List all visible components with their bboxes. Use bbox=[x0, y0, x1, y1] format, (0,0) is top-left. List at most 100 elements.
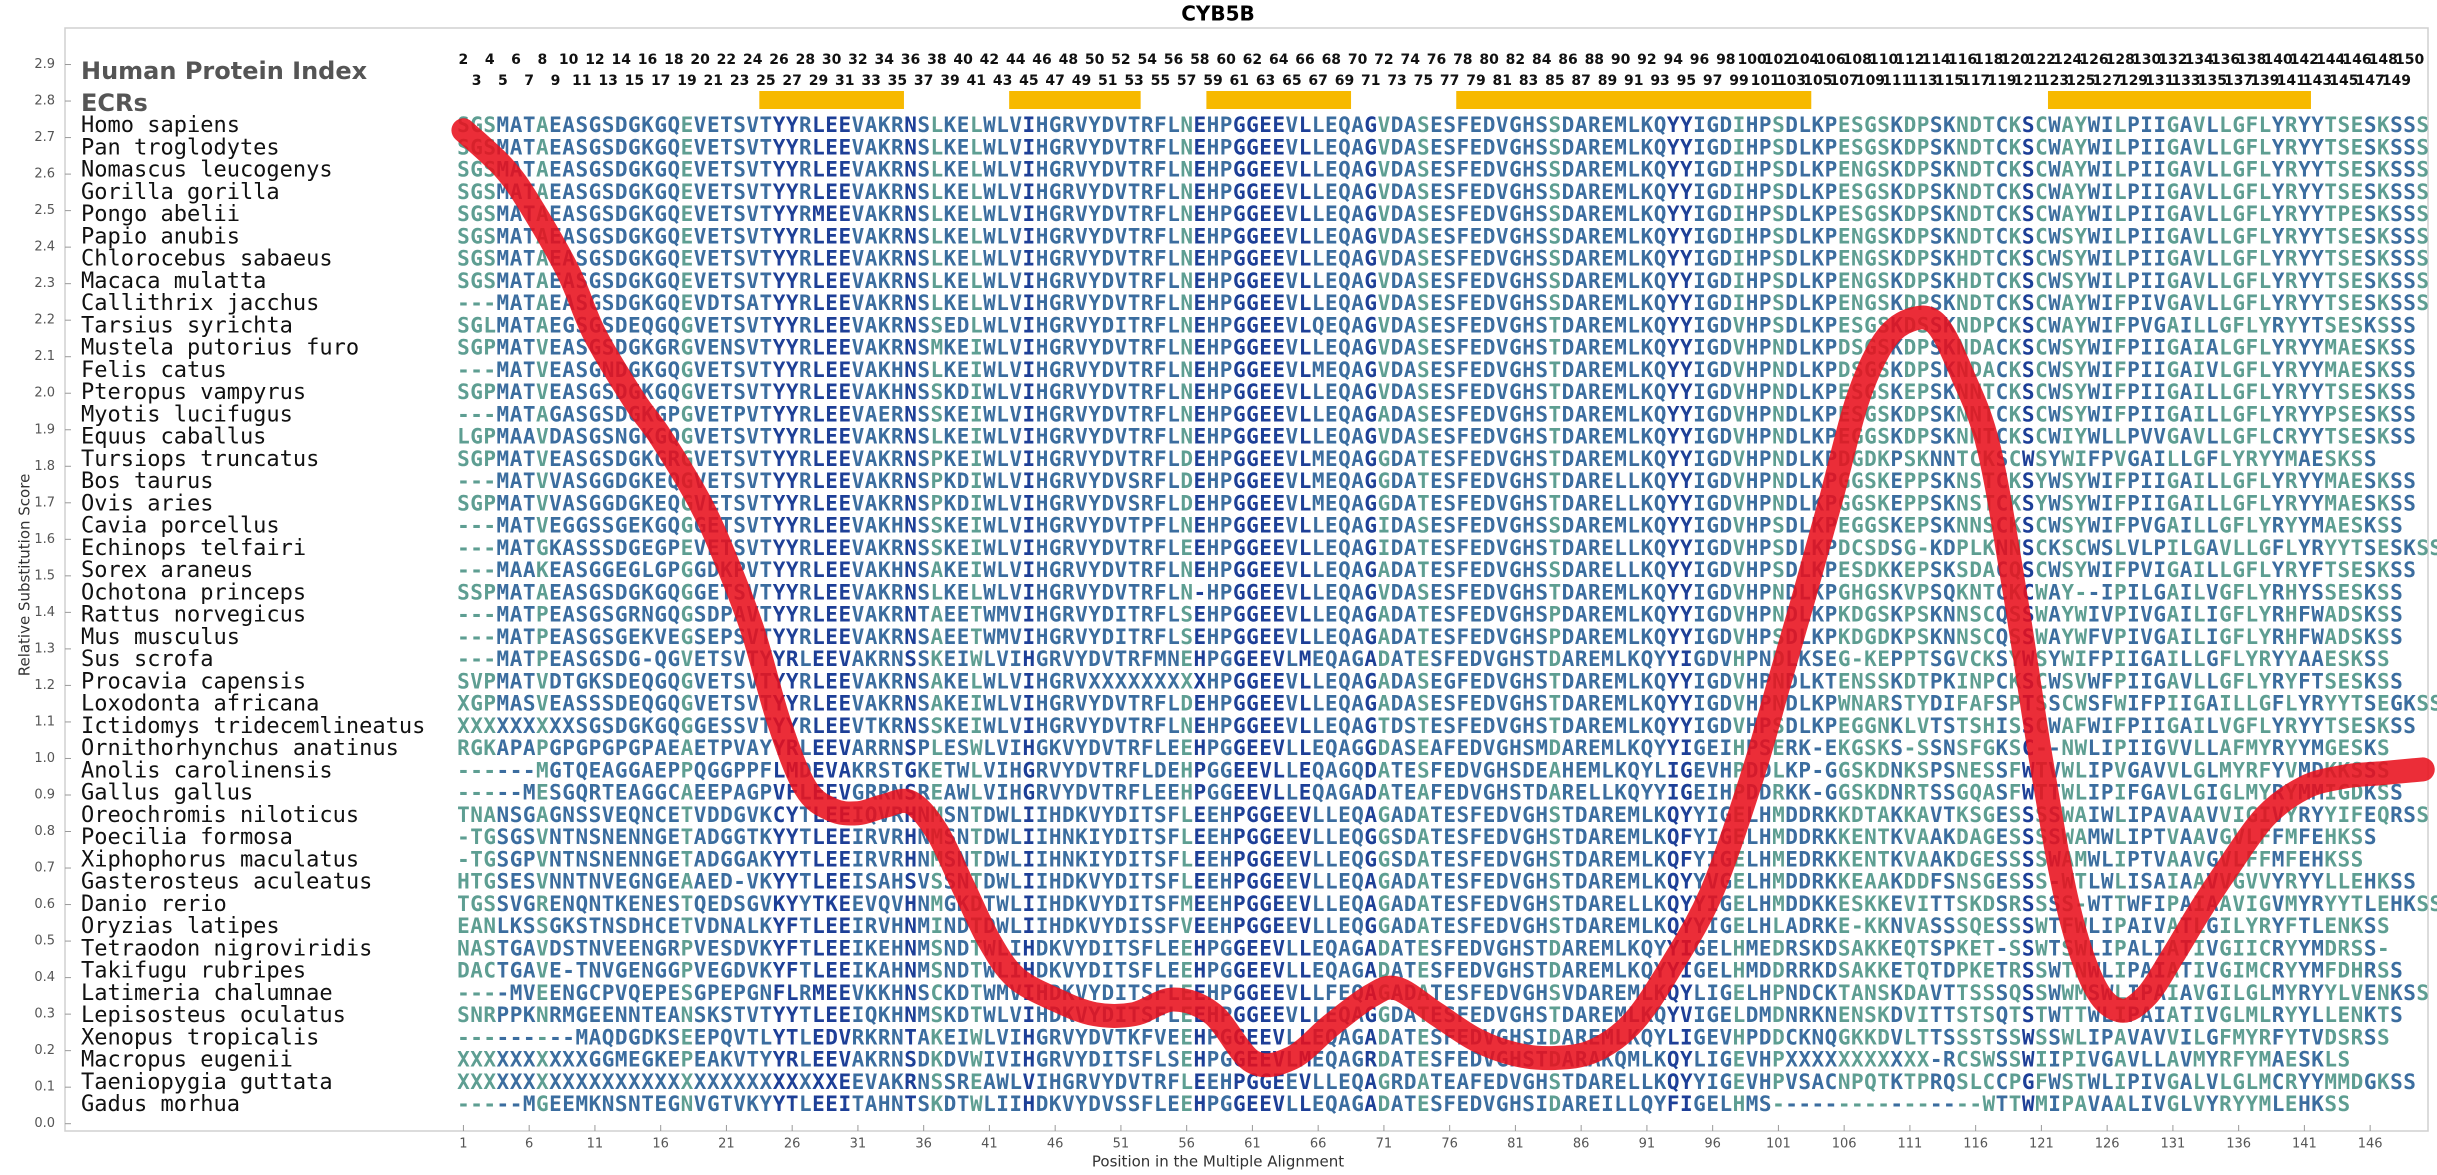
y-tick-label: 2.2 bbox=[34, 313, 55, 328]
index-number: 6 bbox=[511, 52, 521, 68]
sequence: SGSMATAEASGSDGKGQEVETSVTYYRMEEVAKRNSLKEL… bbox=[457, 202, 2429, 226]
sequence: RGKAPAPGPGPGPGPAEAETPVAYYRLEEVARRNSPLESW… bbox=[457, 736, 2390, 760]
species-name: Taeniopygia guttata bbox=[81, 1070, 333, 1095]
index-number: 101 bbox=[1751, 73, 1780, 89]
y-tick-label: 0.5 bbox=[34, 934, 55, 949]
species-name: Homo sapiens bbox=[81, 113, 240, 138]
species-name: Sus scrofa bbox=[81, 647, 213, 672]
index-number: 146 bbox=[2342, 52, 2371, 68]
species-name: Callithrix jacchus bbox=[81, 291, 319, 316]
y-tick-label: 0.3 bbox=[34, 1007, 55, 1022]
index-number: 139 bbox=[2250, 73, 2279, 89]
x-tick-label: 81 bbox=[1507, 1137, 1524, 1152]
index-number: 105 bbox=[1803, 73, 1832, 89]
index-number: 73 bbox=[1387, 73, 1406, 89]
index-number: 25 bbox=[756, 73, 775, 89]
sequence: SGSMATAEASGSDGKGQEVETSVTYYRLEEVAKRNSLKEL… bbox=[457, 135, 2429, 159]
index-number: 56 bbox=[1164, 52, 1183, 68]
sequence: XGPMASVEASSSDEQGQGVETSVTYYRLEEVAKRNSAKEI… bbox=[457, 692, 2437, 716]
index-number: 110 bbox=[1869, 52, 1898, 68]
species-name: Cavia porcellus bbox=[81, 514, 280, 539]
index-number: 104 bbox=[1790, 52, 1819, 68]
index-number: 99 bbox=[1729, 73, 1748, 89]
x-tick-label: 76 bbox=[1441, 1137, 1458, 1152]
index-number: 57 bbox=[1177, 73, 1196, 89]
ecr-bar bbox=[1009, 91, 1141, 109]
x-tick-label: 131 bbox=[2160, 1137, 2185, 1152]
sequence: ---MATVEGGSSGEKGQGGETSVTYYRLEEVAKHNSSKEI… bbox=[457, 514, 2403, 538]
species-name: Sorex araneus bbox=[81, 558, 253, 583]
y-tick-label: 0.6 bbox=[34, 897, 55, 912]
sequence: DACTGAVE-TNVGENGGPVEGDVKYFTLEEIKAHNMSNDT… bbox=[457, 959, 2403, 983]
sequence: SGSMATAEASGSDGKGQEVETSVTYYRLEEVAKRNSLKEL… bbox=[457, 180, 2429, 204]
index-number: 8 bbox=[537, 52, 547, 68]
index-number: 42 bbox=[980, 52, 999, 68]
index-number: 29 bbox=[809, 73, 828, 89]
index-number: 88 bbox=[1585, 52, 1604, 68]
index-number: 67 bbox=[1308, 73, 1327, 89]
index-number: 144 bbox=[2316, 52, 2345, 68]
index-number: 13 bbox=[598, 73, 617, 89]
x-tick-label: 26 bbox=[784, 1137, 801, 1152]
index-number: 131 bbox=[2145, 73, 2174, 89]
index-number: 124 bbox=[2053, 52, 2082, 68]
index-number: 116 bbox=[1948, 52, 1977, 68]
species-name: Gasterosteus aculeatus bbox=[81, 870, 372, 895]
index-number: 121 bbox=[2014, 73, 2043, 89]
index-number: 90 bbox=[1611, 52, 1631, 68]
y-tick-label: 1.1 bbox=[34, 714, 55, 729]
index-number: 147 bbox=[2356, 73, 2385, 89]
index-number: 134 bbox=[2185, 52, 2214, 68]
index-number: 69 bbox=[1335, 73, 1354, 89]
index-number: 126 bbox=[2079, 52, 2108, 68]
index-number: 132 bbox=[2158, 52, 2187, 68]
index-number: 39 bbox=[940, 73, 959, 89]
index-number: 136 bbox=[2211, 52, 2240, 68]
score-line bbox=[451, 118, 2435, 1078]
y-tick-label: 0.8 bbox=[34, 824, 55, 839]
index-number: 52 bbox=[1111, 52, 1130, 68]
species-name: Latimeria chalumnae bbox=[81, 981, 333, 1006]
index-number: 34 bbox=[874, 52, 894, 68]
species-name: Poecilia formosa bbox=[81, 825, 293, 850]
species-name: Oreochromis niloticus bbox=[81, 803, 359, 828]
index-number: 89 bbox=[1598, 73, 1617, 89]
index-number: 35 bbox=[888, 73, 907, 89]
species-name: Ornithorhynchus anatinus bbox=[81, 736, 399, 761]
index-number: 31 bbox=[835, 73, 854, 89]
sequence: SSPMATAEASGSDGKGQGGETSVTYYRLEEVAKRNSLKEL… bbox=[457, 580, 2403, 604]
sequence: TGSSVGRENQNTKENESTQEDSGVKYYTKEEVQVHNMGKD… bbox=[457, 892, 2437, 916]
y-tick-label: 1.5 bbox=[34, 568, 55, 583]
sequence: EANLKSSGKSTNSDHCETVDNALKYFTLEEIRVHNMINDT… bbox=[457, 914, 2390, 938]
index-number: 17 bbox=[651, 73, 670, 89]
ecr-title: ECRs bbox=[81, 89, 148, 117]
index-number: 58 bbox=[1190, 52, 1209, 68]
index-number: 47 bbox=[1045, 73, 1064, 89]
species-name: Ictidomys tridecemlineatus bbox=[81, 714, 425, 739]
y-tick-label: 0.1 bbox=[34, 1080, 55, 1095]
x-tick-label: 116 bbox=[1963, 1137, 1988, 1152]
sequence: -----MESGQRTEAGGCAEEPAGPVFLEEVGRRNSREAWL… bbox=[457, 781, 2403, 805]
species-name: Felis catus bbox=[81, 358, 227, 383]
species-name: Pan troglodytes bbox=[81, 135, 280, 160]
index-number: 30 bbox=[822, 52, 842, 68]
index-number: 41 bbox=[967, 73, 986, 89]
y-axis-label: Relative Substitution Score bbox=[16, 474, 34, 677]
x-tick-label: 91 bbox=[1639, 1137, 1656, 1152]
y-tick-label: 0.0 bbox=[34, 1116, 55, 1131]
index-number: 114 bbox=[1922, 52, 1951, 68]
sequence: -----MGEEMKNSNTEGNVGTVKYYTLEEITAHNTSKDTW… bbox=[457, 1092, 2350, 1116]
index-number: 130 bbox=[2132, 52, 2161, 68]
index-number: 111 bbox=[1882, 73, 1911, 89]
index-number: 70 bbox=[1348, 52, 1368, 68]
index-number: 86 bbox=[1558, 52, 1577, 68]
x-tick-label: 61 bbox=[1244, 1137, 1261, 1152]
x-tick-label: 106 bbox=[1832, 1137, 1857, 1152]
index-number: 71 bbox=[1361, 73, 1380, 89]
species-name: Tursiops truncatus bbox=[81, 447, 319, 472]
x-tick-label: 136 bbox=[2226, 1137, 2251, 1152]
species-name: Gallus gallus bbox=[81, 781, 253, 806]
index-number: 9 bbox=[551, 73, 561, 89]
y-tick-label: 0.7 bbox=[34, 861, 55, 876]
x-tick-label: 46 bbox=[1047, 1137, 1064, 1152]
